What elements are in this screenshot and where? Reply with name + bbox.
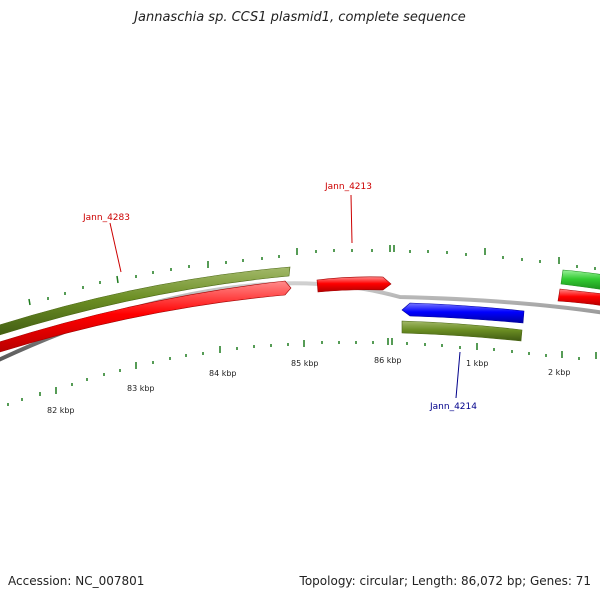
leader-line-jann-4213 [350, 194, 353, 244]
outer-ticks [28, 245, 596, 306]
scale-label-1kbp: 1 kbp [466, 359, 488, 368]
inner-ticks [7, 338, 597, 406]
gene-label-jann-4214[interactable]: Jann_4214 [429, 402, 477, 412]
gene-olive-outer-left[interactable] [0, 266, 291, 338]
scale-label-83kbp: 83 kbp [127, 384, 155, 393]
gene-label-jann-4213[interactable]: Jann_4213 [324, 182, 372, 192]
gene-red-left[interactable] [0, 280, 292, 355]
scale-label-82kbp: 82 kbp [47, 406, 75, 415]
leader-line-jann-4214 [455, 351, 461, 399]
scale-label-85kbp: 85 kbp [291, 359, 319, 368]
gene-jann-4213[interactable] [316, 276, 392, 293]
gene-red-right[interactable] [557, 288, 600, 306]
accession-text: Accession: NC_007801 [8, 574, 145, 588]
summary-text: Topology: circular; Length: 86,072 bp; G… [299, 574, 591, 588]
scale-label-84kbp: 84 kbp [209, 369, 237, 378]
gene-jann-4214[interactable] [401, 320, 523, 342]
gene-blue-reverse[interactable] [401, 302, 525, 324]
leader-line-jann-4283 [109, 222, 122, 273]
scale-label-2kbp: 2 kbp [548, 368, 570, 377]
gene-label-jann-4283[interactable]: Jann_4283 [82, 213, 130, 223]
map-title: Jannaschia sp. CCS1 plasmid1, complete s… [134, 10, 466, 25]
scale-label-86kbp: 86 kbp [374, 356, 402, 365]
gene-green-right[interactable] [560, 269, 600, 290]
